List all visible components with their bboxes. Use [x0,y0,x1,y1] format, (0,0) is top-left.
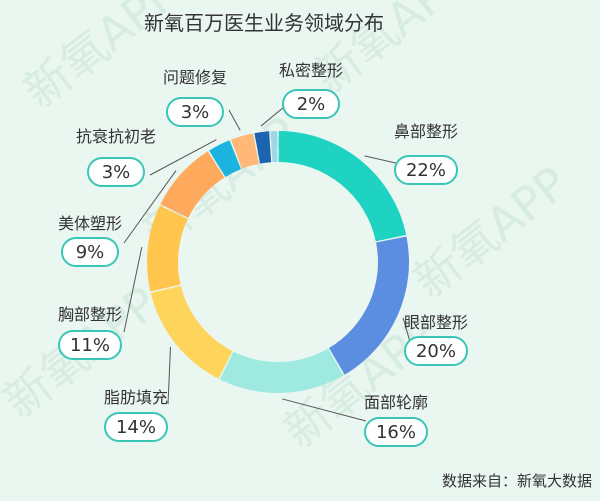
slice-label-name: 胸部整形 [58,305,122,324]
donut-slice-4 [147,205,188,292]
slice-label-pill [58,330,122,360]
leader-line-1 [402,317,411,343]
leader-line-3 [167,346,172,405]
leader-line-4 [123,247,143,333]
slice-label-name: 私密整形 [279,61,343,80]
donut-slice-9 [270,131,278,163]
slice-label-percent: 2% [297,94,326,115]
slice-label-pill [394,155,458,185]
chart-title: 新氧百万医生业务领域分布 [144,11,384,35]
slice-label-name: 鼻部整形 [394,122,458,141]
slice-label-name: 抗衰抗初老 [76,127,156,146]
slice-label-pill [87,157,145,187]
slice-label-percent: 3% [181,102,210,123]
donut-slices [147,131,409,393]
donut-slice-2 [219,348,344,393]
leader-line-5 [123,170,177,244]
leader-line-2 [282,398,367,422]
slice-label-pill [364,417,428,447]
slice-label-percent: 20% [416,341,456,362]
slice-label-percent: 14% [116,417,156,438]
donut-slice-7 [230,133,259,169]
slice-label-percent: 11% [70,335,110,356]
slice-label-percent: 9% [76,242,105,263]
slice-label-pill [404,336,468,366]
slice-label-name: 面部轮廓 [364,393,428,412]
slice-label-pill [282,89,340,119]
leader-line-6 [149,139,217,176]
donut-slice-6 [209,140,241,177]
slice-label-percent: 3% [102,162,131,183]
leader-line-0 [364,155,401,165]
donut-slice-0 [278,131,407,242]
slice-label-name: 脂肪填充 [104,388,168,407]
slice-label-name: 眼部整形 [404,313,468,332]
donut-slice-1 [328,236,409,375]
source-note: 数据来自：新氧大数据 [442,472,592,490]
slice-label-percent: 22% [406,160,446,181]
slice-label-pill [104,412,168,442]
slice-label-name: 美体塑形 [58,214,122,233]
slice-labels: 鼻部整形 22% 眼部整形 20% 面部轮廓 16% 脂肪填充 14% 胸部整形 11% 美体塑形 9… [58,61,468,447]
slice-label-percent: 16% [376,422,416,443]
donut-slice-8 [254,131,272,164]
leader-line-7 [228,109,241,131]
slice-label-pill [61,237,119,267]
donut-slice-5 [160,151,225,218]
slice-label-name: 问题修复 [163,68,227,87]
slice-label-pill [166,97,224,127]
donut-slice-3 [150,285,233,379]
